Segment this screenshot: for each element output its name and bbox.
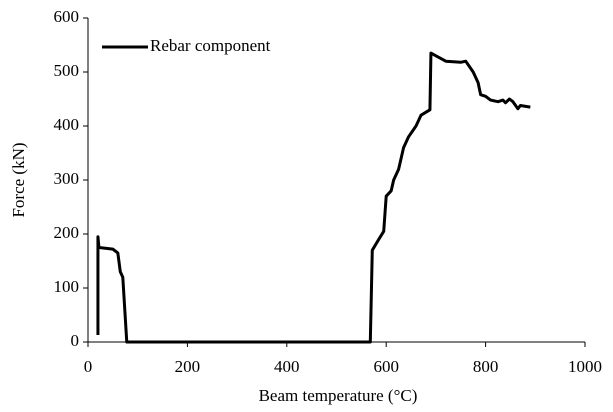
y-tick-label: 300	[54, 169, 80, 188]
y-tick-label: 500	[54, 61, 80, 80]
x-tick-label: 1000	[568, 357, 602, 376]
x-tick-label: 0	[84, 357, 93, 376]
y-tick-label: 100	[54, 277, 80, 296]
legend-label: Rebar component	[150, 36, 271, 55]
y-axis-title: Force (kN)	[9, 142, 28, 217]
y-tick-label: 200	[54, 223, 80, 242]
x-tick-label: 600	[373, 357, 399, 376]
x-axis-title: Beam temperature (°C)	[259, 386, 418, 405]
x-tick-label: 800	[473, 357, 499, 376]
y-tick-label: 0	[71, 331, 80, 350]
x-tick-label: 200	[175, 357, 201, 376]
y-tick-label: 600	[54, 7, 80, 26]
y-tick-label: 400	[54, 115, 80, 134]
x-tick-label: 400	[274, 357, 300, 376]
data-line	[96, 51, 531, 344]
